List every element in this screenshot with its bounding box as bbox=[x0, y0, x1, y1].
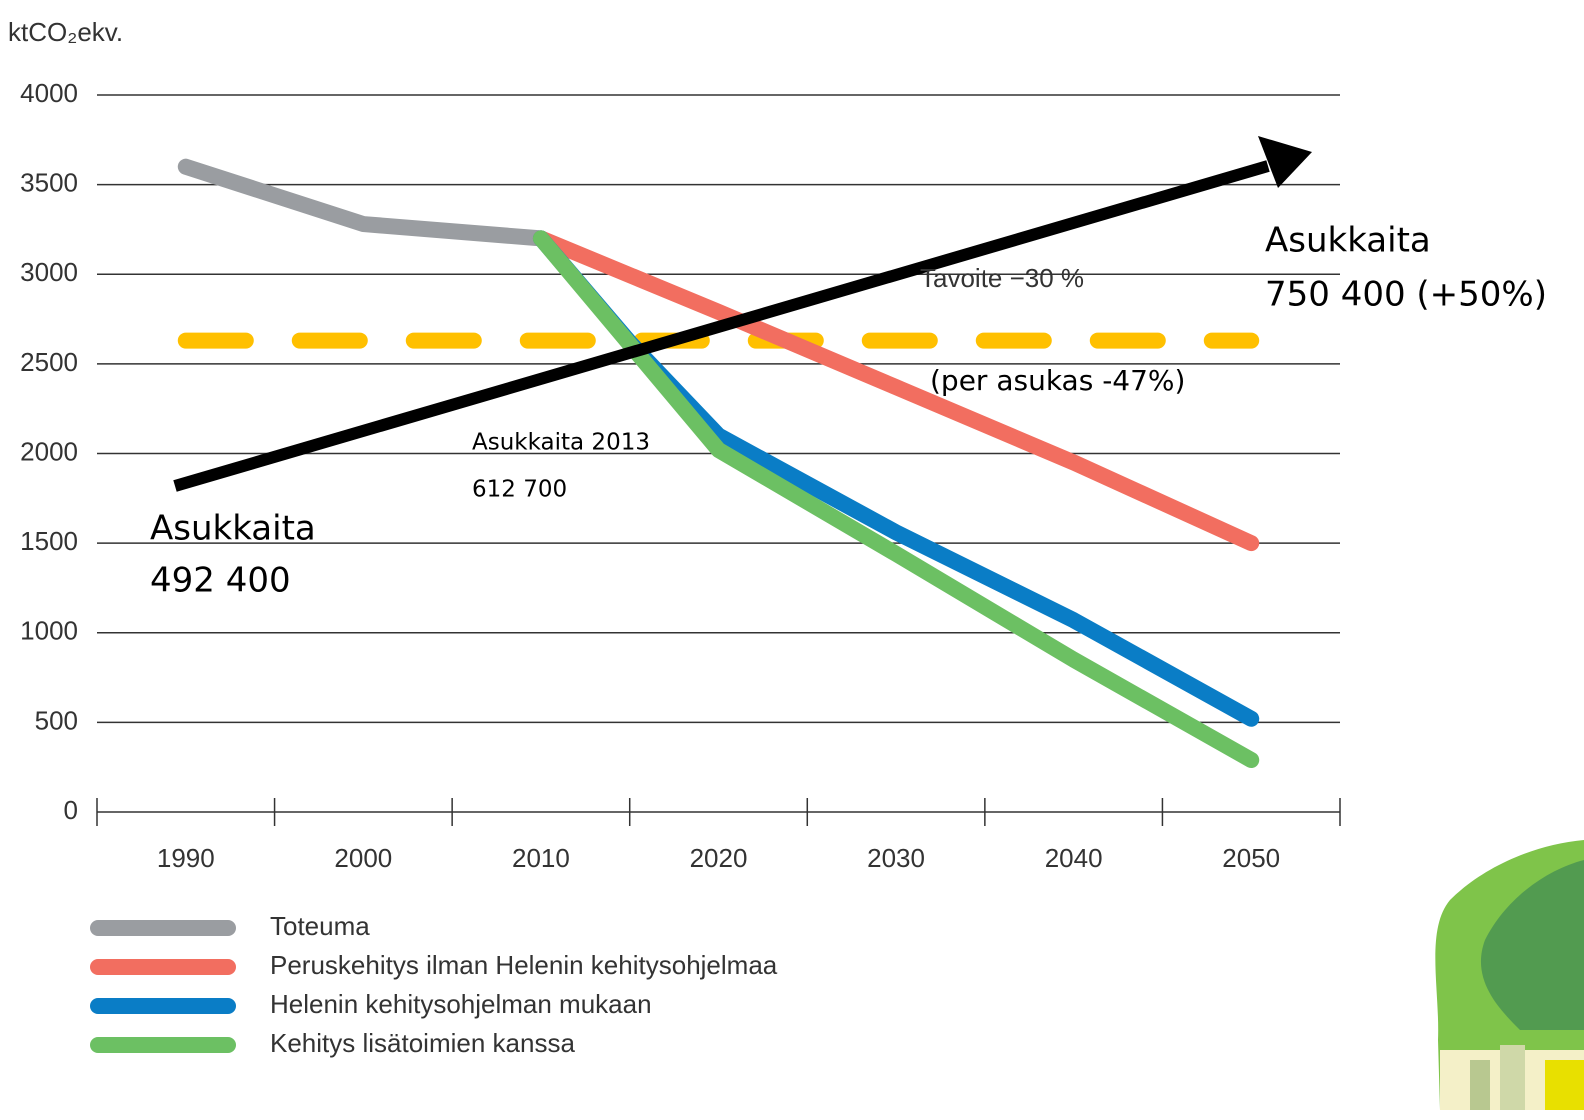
x-tick-label: 1990 bbox=[157, 843, 215, 873]
annotation: Asukkaita 2013 bbox=[472, 430, 650, 456]
annotation: 492 400 bbox=[150, 561, 291, 601]
x-tick-label: 2050 bbox=[1222, 843, 1280, 873]
annotation: Asukkaita bbox=[150, 509, 316, 549]
annotation: Asukkaita bbox=[1265, 221, 1431, 261]
y-tick-label: 2500 bbox=[20, 347, 78, 377]
x-tick-label: 2020 bbox=[690, 843, 748, 873]
y-tick-label: 0 bbox=[64, 795, 78, 825]
series-line bbox=[177, 158, 549, 247]
x-tick-label: 2030 bbox=[867, 843, 925, 873]
y-tick-label: 3500 bbox=[20, 168, 78, 198]
legend-label: Peruskehitys ilman Helenin kehitysohjelm… bbox=[270, 950, 778, 980]
y-tick-label: 1000 bbox=[20, 616, 78, 646]
legend-label: Toteuma bbox=[270, 911, 370, 941]
arrow-head bbox=[1258, 136, 1312, 188]
legend-label: Helenin kehitysohjelman mukaan bbox=[270, 989, 652, 1019]
x-tick-label: 2000 bbox=[334, 843, 392, 873]
x-tick-label: 2010 bbox=[512, 843, 570, 873]
annotation: (per asukas -47%) bbox=[930, 364, 1185, 397]
y-tick-label: 2000 bbox=[20, 436, 78, 466]
population-arrow bbox=[173, 160, 1270, 492]
y-tick-label: 500 bbox=[35, 705, 78, 735]
y-axis-label: ktCO₂ekv. bbox=[8, 17, 123, 47]
legend-label: Kehitys lisätoimien kanssa bbox=[270, 1028, 575, 1058]
y-tick-label: 3000 bbox=[20, 257, 78, 287]
y-tick-label: 4000 bbox=[20, 78, 78, 108]
series-line bbox=[532, 230, 1260, 727]
y-tick-label: 1500 bbox=[20, 526, 78, 556]
annotation: Tavoite −30 % bbox=[920, 263, 1084, 293]
series-line bbox=[532, 230, 1260, 769]
series-line bbox=[532, 230, 1260, 552]
x-tick-label: 2040 bbox=[1045, 843, 1103, 873]
tree-decoration bbox=[1435, 840, 1584, 1110]
annotation: 750 400 (+50%) bbox=[1265, 275, 1547, 315]
annotation: 612 700 bbox=[472, 477, 567, 503]
